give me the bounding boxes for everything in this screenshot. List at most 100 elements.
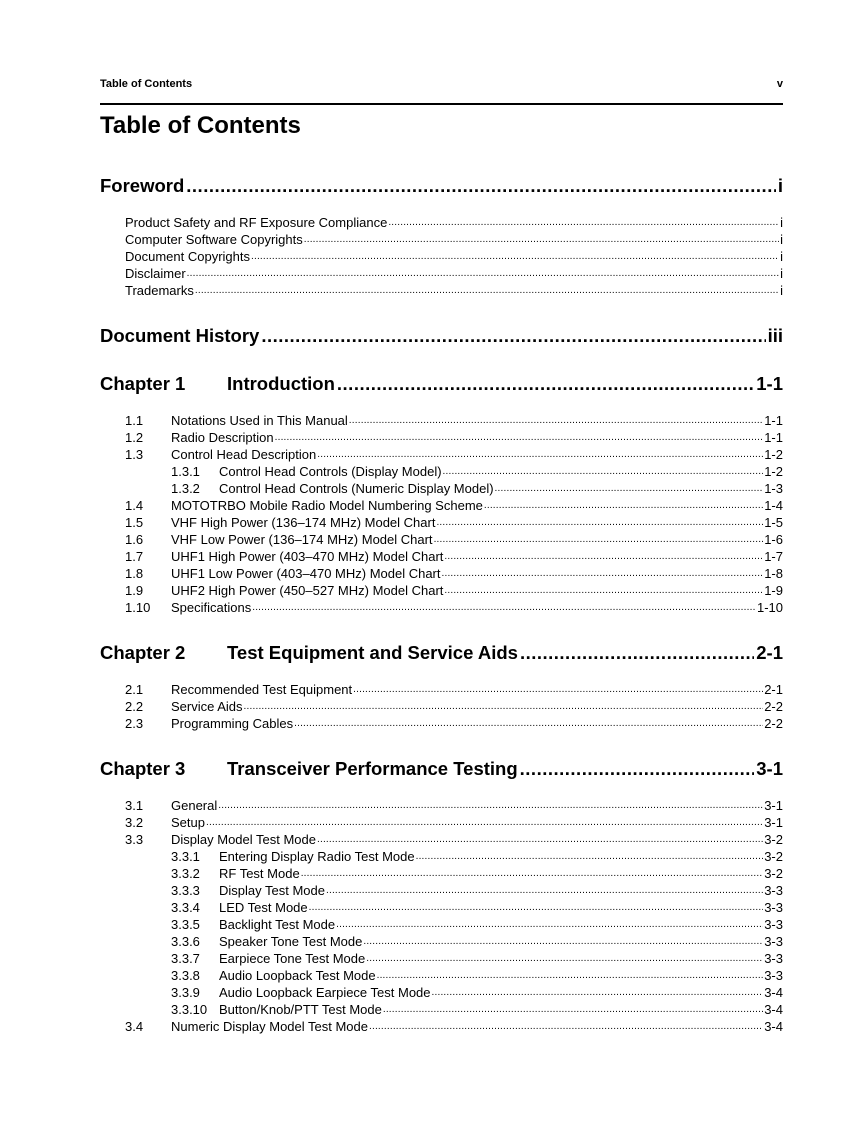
entry-title: General [171, 798, 218, 813]
chapter-number: Chapter 3 [100, 758, 186, 779]
toc-entry-link[interactable]: 1.10 Specifications 1-10 [100, 599, 783, 616]
entry-page: 3-3 [764, 900, 783, 915]
toc-entry-link[interactable]: Computer Software Copyrights i [100, 231, 783, 248]
toc-entry-link[interactable]: Product Safety and RF Exposure Complianc… [100, 214, 783, 231]
toc-entry-link[interactable]: 3.3.8 Audio Loopback Test Mode 3-3 [100, 967, 783, 984]
entry-page: 3-2 [764, 849, 783, 864]
entry-number: 2.2 [125, 699, 144, 714]
toc-entry-link[interactable]: 3.4 Numeric Display Model Test Mode 3-4 [100, 1018, 783, 1035]
entry-title: Control Head Controls (Display Model) [219, 464, 442, 479]
entry-number: 1.5 [125, 515, 144, 530]
entry-page: 3-3 [764, 883, 783, 898]
entry-number: 1.7 [125, 549, 144, 564]
toc-entry-link[interactable]: 2.1 Recommended Test Equipment 2-1 [100, 681, 783, 698]
toc-entry-link[interactable]: 1.1 Notations Used in This Manual 1-1 [100, 412, 783, 429]
entry-page: 3-2 [764, 832, 783, 847]
toc-heading-link[interactable]: Foreword i [100, 175, 783, 197]
toc-section: Chapter 3 Transceiver Performance Testing… [100, 758, 783, 1035]
toc-entry-link[interactable]: 3.1 General 3-1 [100, 797, 783, 814]
heading-page: 2-1 [756, 642, 783, 663]
toc-entry-link[interactable]: 1.3.1 Control Head Controls (Display Mode… [100, 463, 783, 480]
entry-page: 3-1 [764, 815, 783, 830]
toc-entry-link[interactable]: 1.5 VHF High Power (136–174 MHz) Model Ch… [100, 514, 783, 531]
toc-entry-link[interactable]: 3.3.10 Button/Knob/PTT Test Mode 3-4 [100, 1001, 783, 1018]
toc-entry-link[interactable]: 2.3 Programming Cables 2-2 [100, 715, 783, 732]
toc-entry-link[interactable]: 3.2 Setup 3-1 [100, 814, 783, 831]
toc-entry-link[interactable]: 1.4 MOTOTRBO Mobile Radio Model Numbering… [100, 497, 783, 514]
toc-entry-link[interactable]: 3.3.6 Speaker Tone Test Mode 3-3 [100, 933, 783, 950]
chapter-number: Chapter 1 [100, 373, 186, 394]
toc-entry-link[interactable]: 3.3.1 Entering Display Radio Test Mode 3-2 [100, 848, 783, 865]
toc-entry-link[interactable]: 3.3.5 Backlight Test Mode 3-3 [100, 916, 783, 933]
toc-entry-link[interactable]: 1.9 UHF2 High Power (450–527 MHz) Model C… [100, 582, 783, 599]
toc-entry-link[interactable]: 3.3.2 RF Test Mode 3-2 [100, 865, 783, 882]
entry-number: 1.3.2 [171, 481, 200, 496]
entry-number: 3.3 [125, 832, 144, 847]
entry-title: Setup [171, 815, 205, 830]
entry-title: Backlight Test Mode [219, 917, 336, 932]
entry-title: Computer Software Copyrights [125, 232, 303, 247]
toc-entry-link[interactable]: 3.3.7 Earpiece Tone Test Mode 3-3 [100, 950, 783, 967]
dot-leader [495, 480, 764, 497]
entry-page: 3-3 [764, 934, 783, 949]
dot-leader [444, 548, 763, 565]
toc-entry-link[interactable]: 1.3 Control Head Description 1-2 [100, 446, 783, 463]
toc-list: Foreword i Product Safety and RF Exposure … [100, 175, 783, 1035]
toc-entries: 3.1 General 3-1 3.2 Setup 3-1 3.3 Display Model… [100, 797, 783, 1035]
page-title: Table of Contents [100, 112, 301, 139]
toc-entry-link[interactable]: Document Copyrights i [100, 248, 783, 265]
entry-title: Programming Cables [171, 716, 294, 731]
toc-entry-link[interactable]: 3.3.3 Display Test Mode 3-3 [100, 882, 783, 899]
entry-number: 1.1 [125, 413, 144, 428]
entry-number: 3.3.4 [171, 900, 200, 915]
entry-number: 1.10 [125, 600, 151, 615]
toc-entry-link[interactable]: 1.3.2 Control Head Controls (Numeric Disp… [100, 480, 783, 497]
toc-entry-link[interactable]: Trademarks i [100, 282, 783, 299]
dot-leader [186, 175, 776, 197]
heading-page: i [777, 175, 783, 196]
toc-entry-link[interactable]: 3.3.9 Audio Loopback Earpiece Test Mode 3-… [100, 984, 783, 1001]
toc-entry-link[interactable]: 1.2 Radio Description 1-1 [100, 429, 783, 446]
toc-heading-link[interactable]: Chapter 1 Introduction 1-1 [100, 373, 783, 395]
heading-title: Foreword [100, 175, 185, 196]
entry-number: 3.3.2 [171, 866, 200, 881]
dot-leader [432, 984, 764, 1001]
toc-entry-link[interactable]: 3.3.4 LED Test Mode 3-3 [100, 899, 783, 916]
dot-leader [309, 899, 764, 916]
entry-title: Trademarks [125, 283, 194, 298]
entry-page: 1-7 [764, 549, 783, 564]
toc-heading-link[interactable]: Chapter 2 Test Equipment and Service Aids… [100, 642, 783, 664]
dot-leader [317, 446, 763, 463]
toc-entry-link[interactable]: 1.8 UHF1 Low Power (403–470 MHz) Model Ch… [100, 565, 783, 582]
running-header-title: Table of Contents [100, 78, 193, 90]
toc-section: Chapter 2 Test Equipment and Service Aids… [100, 642, 783, 732]
heading-title: Document History [100, 325, 260, 346]
heading-page: iii [767, 325, 783, 346]
entry-page: 1-2 [764, 464, 783, 479]
entry-number: 3.1 [125, 798, 144, 813]
entry-page: 1-6 [764, 532, 783, 547]
toc-entries: Product Safety and RF Exposure Complianc… [100, 214, 783, 299]
dot-leader [275, 429, 764, 446]
entry-number: 1.4 [125, 498, 144, 513]
toc-heading-link[interactable]: Document History iii [100, 325, 783, 347]
entry-page: 3-4 [764, 1019, 783, 1034]
entry-title: RF Test Mode [219, 866, 300, 881]
heading-title: Test Equipment and Service Aids [227, 642, 518, 663]
toc-entry-link[interactable]: 2.2 Service Aids 2-2 [100, 698, 783, 715]
toc-entry-link[interactable]: Disclaimer i [100, 265, 783, 282]
toc-entry-link[interactable]: 1.7 UHF1 High Power (403–470 MHz) Model C… [100, 548, 783, 565]
toc-heading-link[interactable]: Chapter 3 Transceiver Performance Testing… [100, 758, 783, 780]
entry-title: Disclaimer [125, 266, 186, 281]
entry-title: Document Copyrights [125, 249, 250, 264]
toc-entry-link[interactable]: 3.3 Display Model Test Mode 3-2 [100, 831, 783, 848]
toc-section: Foreword i Product Safety and RF Exposure … [100, 175, 783, 299]
entry-number: 1.9 [125, 583, 144, 598]
entry-title: Control Head Description [171, 447, 317, 462]
toc-section: Chapter 1 Introduction 1-1 1.1 Notations Use… [100, 373, 783, 616]
dot-leader [443, 463, 764, 480]
entry-page: 1-5 [764, 515, 783, 530]
dot-leader [484, 497, 763, 514]
entry-title: Notations Used in This Manual [171, 413, 348, 428]
toc-entry-link[interactable]: 1.6 VHF Low Power (136–174 MHz) Model Cha… [100, 531, 783, 548]
